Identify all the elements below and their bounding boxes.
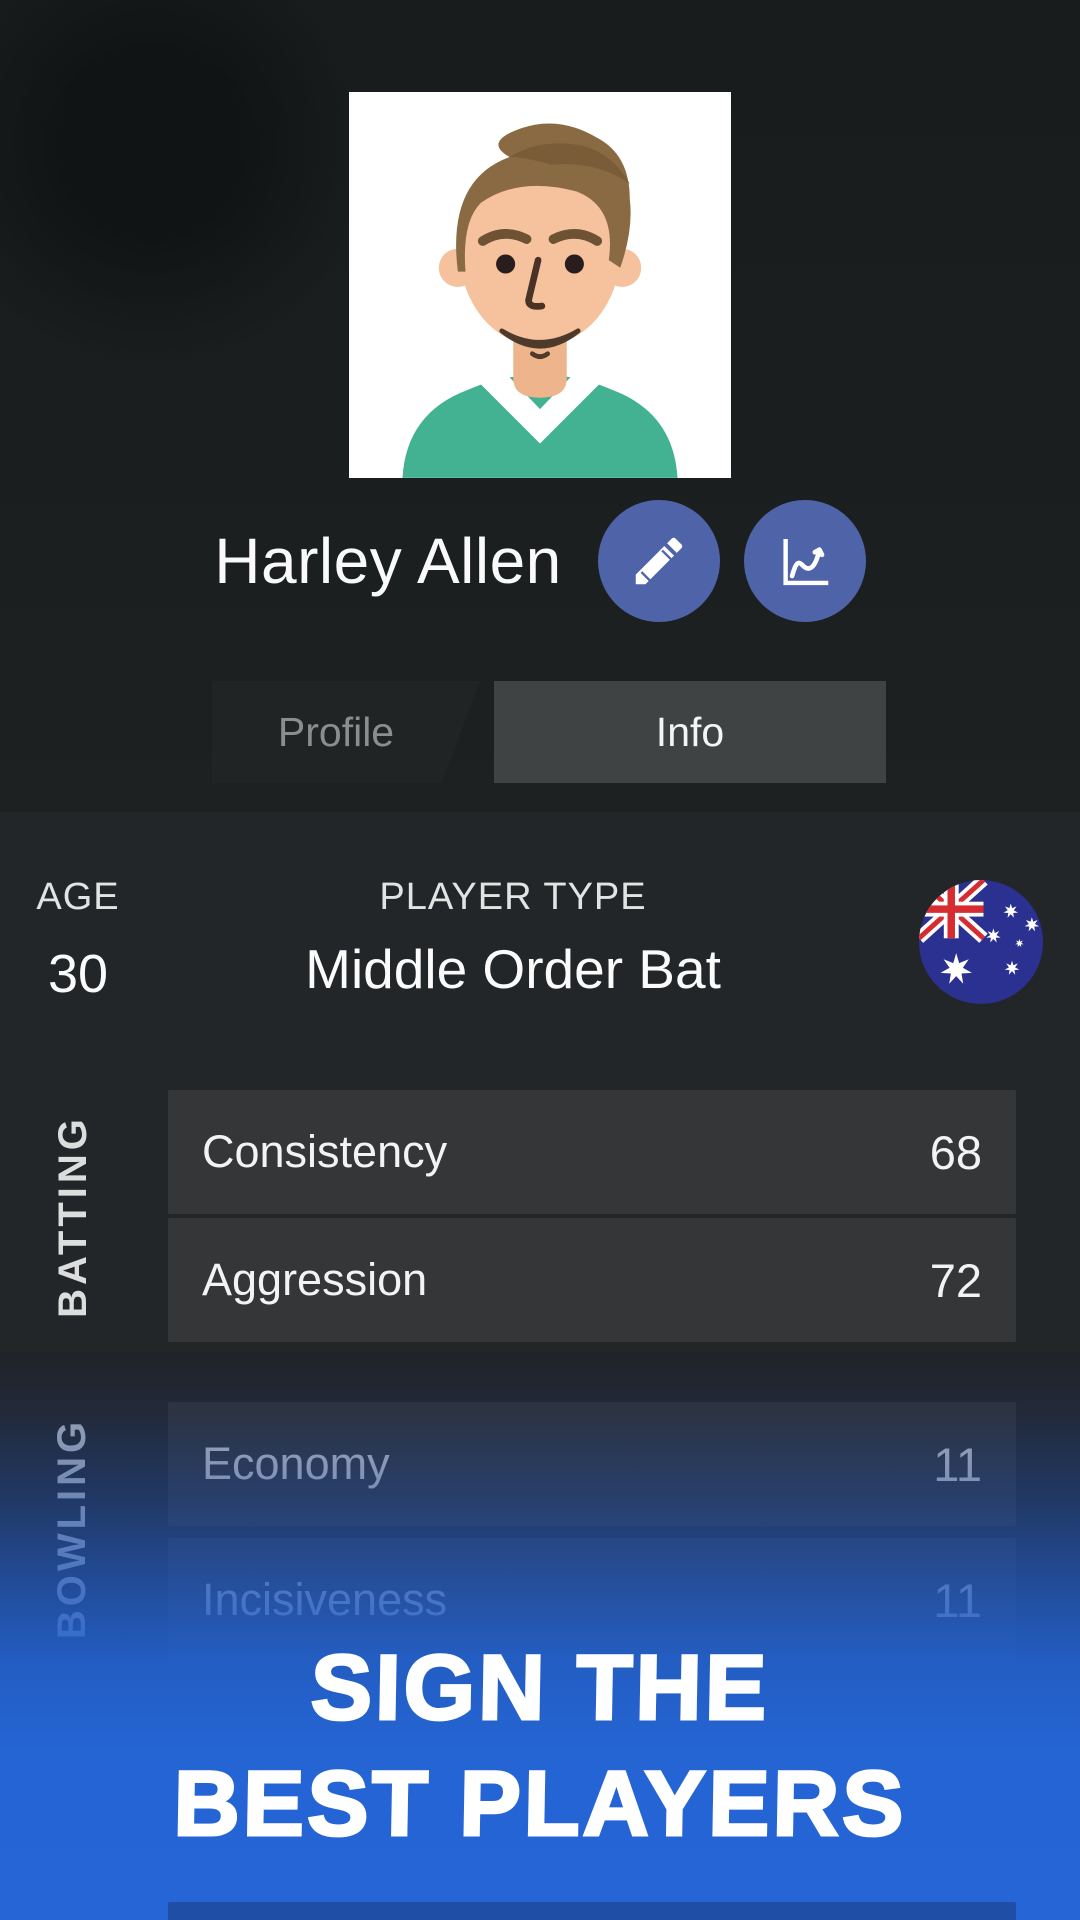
stat-value: 72 xyxy=(929,1253,982,1307)
pencil-icon xyxy=(628,530,690,592)
tab-profile[interactable]: Profile xyxy=(212,681,480,783)
stat-name: Consistency xyxy=(202,1126,448,1177)
player-type-value: Middle Order Bat xyxy=(305,938,721,1000)
stat-row-consistency: Consistency 68 xyxy=(168,1090,1016,1214)
avatar-illustration xyxy=(349,92,731,478)
player-avatar xyxy=(349,92,731,478)
age-label: AGE xyxy=(36,876,120,918)
player-type-block: PLAYER TYPE Middle Order Bat xyxy=(305,876,721,1001)
player-stats-button[interactable] xyxy=(743,500,866,622)
tab-info[interactable]: Info xyxy=(494,681,886,783)
batting-section-label-box: BATTING xyxy=(18,1090,128,1342)
stat-row-economy: Economy 11 xyxy=(168,1402,1016,1526)
player-name-row: Harley Allen xyxy=(0,500,1080,622)
bowling-section-label: BOWLING xyxy=(50,1417,95,1639)
player-type-label: PLAYER TYPE xyxy=(379,876,647,918)
stat-row-aggression: Aggression 72 xyxy=(168,1218,1016,1342)
promo-banner-line1: SIGN THE xyxy=(308,1636,771,1741)
edit-player-button[interactable] xyxy=(597,500,720,622)
stat-value: 11 xyxy=(933,1437,982,1491)
australia-flag-icon xyxy=(919,880,1043,1004)
line-chart-icon xyxy=(774,530,836,592)
age-value: 30 xyxy=(47,944,109,1004)
stat-name: Economy xyxy=(202,1438,390,1489)
player-name: Harley Allen xyxy=(214,525,562,597)
top-section: Harley Allen xyxy=(0,0,1080,812)
stat-value: 11 xyxy=(933,1573,982,1627)
promo-banner-line2: BEST PLAYERS xyxy=(171,1752,909,1857)
partially-visible-next-row xyxy=(168,1902,1016,1920)
stat-name: Incisiveness xyxy=(202,1574,448,1625)
stat-value: 68 xyxy=(929,1125,982,1179)
age-block: AGE 30 xyxy=(18,876,138,1005)
bowling-section-label-box: BOWLING xyxy=(18,1402,128,1654)
stat-name: Aggression xyxy=(202,1254,428,1305)
tab-info-label: Info xyxy=(655,708,725,755)
batting-section-label: BATTING xyxy=(50,1114,95,1318)
profile-info-tab-bar: Profile Info xyxy=(212,681,886,783)
tab-profile-label: Profile xyxy=(277,708,395,755)
